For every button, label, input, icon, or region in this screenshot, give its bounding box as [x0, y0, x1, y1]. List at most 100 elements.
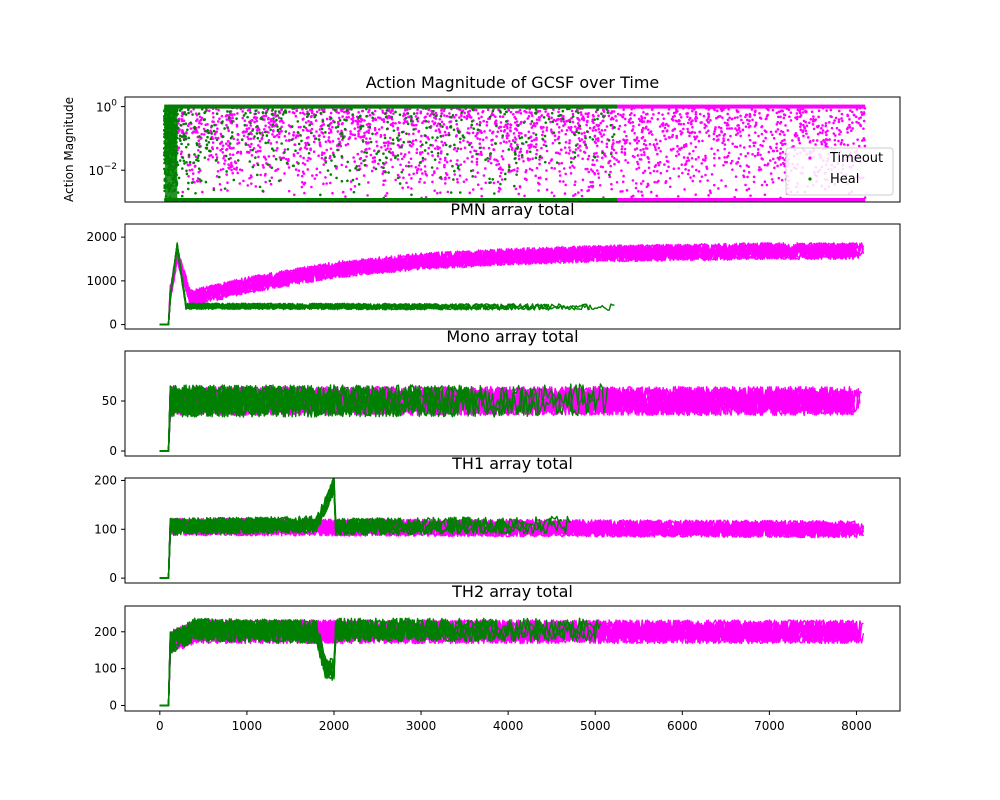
point	[497, 186, 501, 190]
point	[385, 127, 389, 131]
point	[284, 110, 288, 114]
point	[542, 116, 546, 119]
point	[560, 161, 564, 165]
point	[407, 151, 411, 154]
point	[242, 134, 246, 138]
y-tick-label: 50	[102, 394, 117, 408]
point	[580, 132, 584, 135]
point	[333, 109, 337, 112]
point	[204, 139, 208, 142]
point	[592, 121, 595, 125]
point	[806, 136, 810, 139]
point	[390, 122, 394, 126]
point	[514, 156, 517, 160]
point	[292, 154, 296, 157]
point	[491, 138, 494, 142]
point	[643, 139, 647, 143]
point	[798, 115, 802, 119]
point	[246, 115, 249, 119]
point	[443, 163, 446, 167]
point	[374, 118, 378, 122]
point	[754, 121, 758, 125]
point	[838, 128, 841, 132]
point	[783, 164, 786, 168]
point	[754, 141, 757, 144]
point	[499, 129, 503, 133]
point	[499, 125, 503, 129]
point	[471, 188, 475, 191]
point	[471, 175, 474, 178]
point	[255, 129, 259, 132]
point	[456, 129, 460, 133]
point	[764, 106, 768, 109]
point	[387, 141, 391, 145]
point	[471, 155, 474, 158]
point	[776, 128, 780, 131]
point	[654, 138, 658, 142]
point	[341, 136, 345, 140]
point	[449, 115, 453, 119]
point	[480, 115, 483, 119]
point	[696, 106, 700, 109]
point	[679, 129, 682, 133]
point	[210, 132, 213, 135]
point	[798, 111, 802, 115]
point	[730, 127, 734, 130]
point	[284, 105, 288, 109]
point	[577, 137, 581, 140]
point	[328, 156, 332, 160]
point	[707, 115, 711, 118]
point	[327, 131, 331, 135]
point	[712, 137, 716, 141]
band-bottom	[164, 198, 617, 202]
point	[401, 186, 404, 190]
point	[256, 149, 260, 153]
point	[710, 147, 713, 150]
point	[402, 114, 405, 118]
point	[713, 130, 716, 133]
point	[357, 132, 360, 136]
point	[443, 158, 447, 162]
point	[326, 124, 330, 127]
point	[275, 149, 278, 152]
point	[187, 174, 190, 178]
point	[730, 117, 734, 121]
point	[331, 140, 335, 143]
point	[410, 118, 413, 122]
point	[307, 143, 311, 146]
point	[480, 194, 484, 198]
point	[617, 160, 621, 163]
point	[434, 111, 438, 115]
point	[347, 115, 351, 119]
point	[247, 137, 250, 141]
point	[444, 133, 448, 137]
point	[359, 125, 362, 129]
point	[631, 128, 635, 131]
point	[272, 135, 276, 139]
point	[562, 167, 566, 170]
point	[573, 151, 577, 154]
point	[578, 144, 582, 148]
point	[198, 121, 201, 125]
point	[362, 174, 366, 177]
point	[205, 146, 209, 150]
point	[747, 134, 751, 137]
point	[837, 120, 841, 124]
point	[186, 143, 190, 146]
point	[320, 108, 324, 111]
point	[232, 178, 236, 182]
point	[480, 187, 483, 190]
point	[637, 189, 640, 193]
point	[432, 170, 436, 173]
point	[783, 133, 786, 137]
point	[297, 125, 301, 129]
y-tick-label: 1000	[86, 274, 117, 288]
point	[200, 132, 204, 136]
plot-area	[159, 617, 865, 707]
tick-base: 10	[88, 164, 103, 178]
point	[287, 159, 290, 163]
point	[500, 178, 504, 181]
point	[709, 119, 712, 122]
